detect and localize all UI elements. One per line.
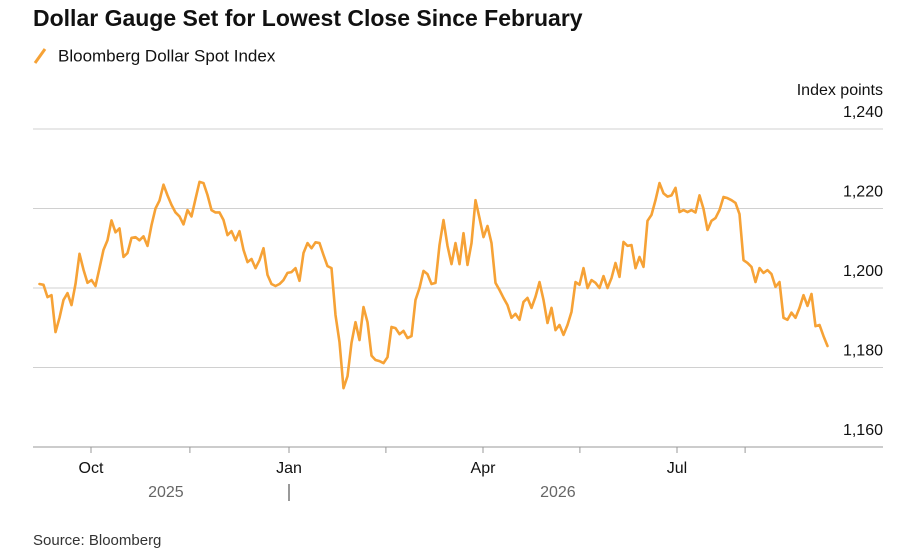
source: Source: Bloomberg: [33, 532, 161, 549]
data-line: [38, 180, 829, 390]
x-tick-label: Apr: [471, 460, 497, 477]
legend-swatch: [33, 48, 47, 64]
year-label: 2026: [540, 484, 576, 501]
y-tick-label: 1,200: [843, 263, 883, 280]
x-tick-label: Jul: [667, 460, 687, 477]
y-tick-label: 1,160: [843, 422, 883, 439]
y-tick-label: 1,220: [843, 184, 883, 201]
year-label: 2025: [148, 484, 184, 501]
legend-label: Bloomberg Dollar Spot Index: [58, 46, 276, 65]
y-tick-label: 1,240: [843, 104, 883, 121]
chart-title: Dollar Gauge Set for Lowest Close Since …: [33, 5, 583, 31]
y-axis-unit: Index points: [797, 82, 883, 99]
y-tick-label: 1,180: [843, 343, 883, 360]
x-tick-label: Jan: [276, 460, 302, 477]
x-tick-label: Oct: [79, 460, 104, 477]
